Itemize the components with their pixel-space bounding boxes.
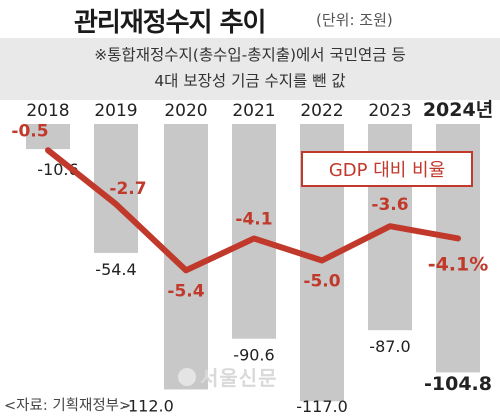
ratio-value-label: -5.4 — [167, 281, 204, 301]
chart-note: ※통합재정수지(총수입-총지출)에서 국민연금 등 4대 보장성 기금 수지를 … — [0, 38, 500, 100]
ratio-value-label: -3.6 — [371, 195, 408, 215]
bar-value-label: -87.0 — [369, 337, 410, 356]
bar-value-label: -90.6 — [233, 346, 274, 365]
watermark-logo-icon — [178, 368, 196, 386]
bar — [94, 124, 138, 253]
bar — [26, 124, 70, 150]
ratio-value-label: -0.5 — [11, 121, 48, 141]
ratio-value-label: -2.7 — [109, 179, 146, 199]
x-tick-label: 2018 — [26, 101, 69, 121]
ratio-value-label: -4.1% — [428, 253, 489, 275]
bar — [232, 124, 276, 339]
chart-title: 관리재정수지 추이 — [74, 8, 266, 38]
note-line-1: ※통합재정수지(총수입-총지출)에서 국민연금 등 — [94, 46, 406, 64]
bar-value-label: -54.4 — [95, 260, 136, 279]
ratio-series-line — [45, 147, 461, 274]
bar-value-label: -117.0 — [296, 397, 348, 416]
watermark: 서울신문 — [200, 366, 278, 390]
x-tick-label: 2023 — [368, 101, 411, 121]
x-tick-label: 2024년 — [423, 99, 493, 121]
x-tick-label: 2020 — [164, 101, 207, 121]
title-row: 관리재정수지 추이 (단위: 조원) — [0, 0, 500, 38]
ratio-value-label: -4.1 — [235, 209, 272, 229]
x-tick-label: 2022 — [300, 101, 343, 121]
bar-value-label: -104.8 — [424, 373, 492, 395]
ratio-value-label: -5.0 — [303, 272, 340, 292]
source-note: <자료: 기획재정부> — [4, 398, 132, 414]
note-line-2: 4대 보장성 기금 수지를 뺀 값 — [154, 72, 346, 90]
x-tick-label: 2019 — [94, 101, 137, 121]
legend-box — [301, 151, 473, 187]
unit-label: (단위: 조원) — [316, 11, 393, 29]
bar-value-label: -112.0 — [122, 396, 174, 415]
x-tick-label: 2021 — [232, 101, 275, 121]
legend-label: GDP 대비 비율 — [329, 160, 445, 181]
